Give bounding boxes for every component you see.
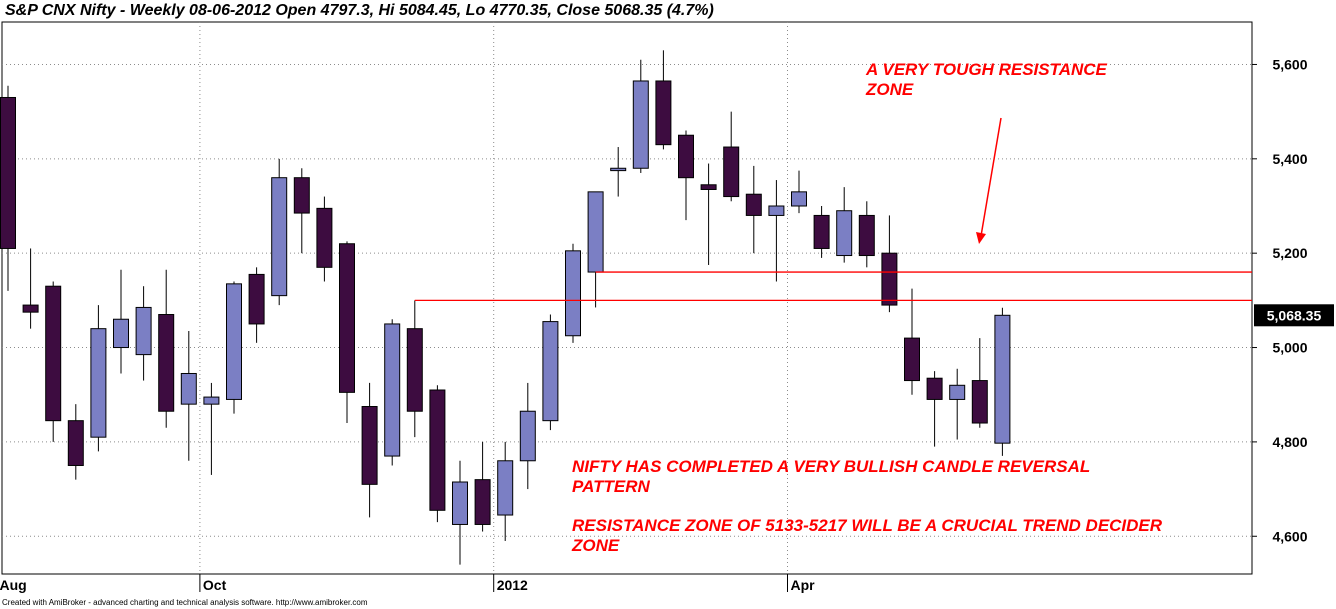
decider-line-2: ZONE [572, 536, 620, 555]
candle-bullish [791, 191, 807, 207]
last-price-label: 5,068.35 [1267, 307, 1322, 323]
candle-bearish [22, 304, 39, 313]
candle-bearish [361, 406, 378, 485]
decider-annotation: RESISTANCE ZONE OF 5133-5217 WILL BE A C… [572, 516, 1162, 556]
chart-title: S&P CNX Nifty - Weekly 08-06-2012 Open 4… [5, 2, 714, 19]
candle-bearish [339, 243, 355, 393]
y-tick-label: 5,000 [1272, 340, 1307, 356]
candle-bearish [926, 377, 943, 400]
candle-bullish [519, 410, 536, 462]
candle-bearish [67, 420, 84, 466]
candle-bearish [904, 337, 920, 382]
candle-bullish [632, 80, 649, 169]
candle-bearish [881, 252, 898, 306]
candle-bullish [452, 481, 468, 525]
candle-bullish [203, 396, 220, 405]
resistance-arrow [980, 117, 1002, 237]
candle-bearish [0, 96, 16, 249]
x-tick-label: Aug [0, 577, 27, 593]
footer-credit: Created with AmiBroker - advanced charti… [2, 598, 368, 607]
x-tick-label: Oct [203, 577, 227, 593]
candle-bearish [813, 214, 830, 249]
y-tick-label: 4,800 [1272, 434, 1307, 450]
candle-bearish [474, 479, 491, 525]
candle-bullish [226, 283, 242, 400]
bullish-line-2: PATTERN [572, 477, 650, 496]
candle-bearish [45, 285, 62, 422]
candle-bearish [678, 134, 694, 179]
candle-bearish [316, 207, 333, 268]
candle-bullish [384, 323, 401, 457]
last-price-tag [1254, 304, 1334, 327]
x-tick-label: 2012 [497, 577, 528, 593]
candle-bullish [271, 177, 288, 297]
candle-bearish [655, 80, 672, 146]
candle-bullish [994, 314, 1011, 444]
candle-bearish [723, 146, 740, 198]
candle-bearish [700, 184, 717, 190]
candle-bullish [180, 372, 197, 405]
candle-bearish [429, 389, 446, 511]
y-tick-label: 5,200 [1272, 245, 1307, 261]
candle-bearish [406, 328, 423, 412]
candle-bearish [248, 273, 265, 325]
y-tick-label: 4,600 [1272, 528, 1307, 544]
resistance-arrow-head [976, 232, 986, 244]
tough-zone-line-1: A VERY TOUGH RESISTANCE [866, 60, 1107, 79]
candle-bearish [858, 214, 875, 257]
bullish-annotation: NIFTY HAS COMPLETED A VERY BULLISH CANDL… [572, 457, 1090, 497]
candle-bullish [542, 321, 559, 422]
x-tick-label: Apr [791, 577, 816, 593]
candle-bullish [113, 318, 129, 349]
decider-line-1: RESISTANCE ZONE OF 5133-5217 WILL BE A C… [572, 516, 1163, 535]
candle-bullish [836, 210, 853, 257]
candle-bullish [610, 167, 627, 172]
candle-bullish [135, 306, 152, 356]
plot-area [1, 21, 1253, 575]
candle-bullish [949, 384, 966, 400]
candle-bullish [497, 460, 514, 516]
tough-zone-line-2: ZONE [866, 80, 914, 99]
candle-bearish [293, 177, 310, 214]
candle-bearish [971, 380, 988, 424]
candle-bullish [565, 250, 581, 337]
tough-zone-annotation: A VERY TOUGH RESISTANCE ZONE [866, 60, 1107, 100]
candle-bearish [745, 193, 762, 216]
candle-bullish [768, 205, 785, 216]
candle-bullish [587, 191, 604, 273]
bullish-line-1: NIFTY HAS COMPLETED A VERY BULLISH CANDL… [572, 457, 1091, 476]
y-tick-label: 5,600 [1272, 56, 1307, 72]
candle-bearish [158, 314, 175, 412]
y-tick-label: 5,400 [1272, 151, 1307, 167]
candle-bullish [90, 328, 107, 438]
